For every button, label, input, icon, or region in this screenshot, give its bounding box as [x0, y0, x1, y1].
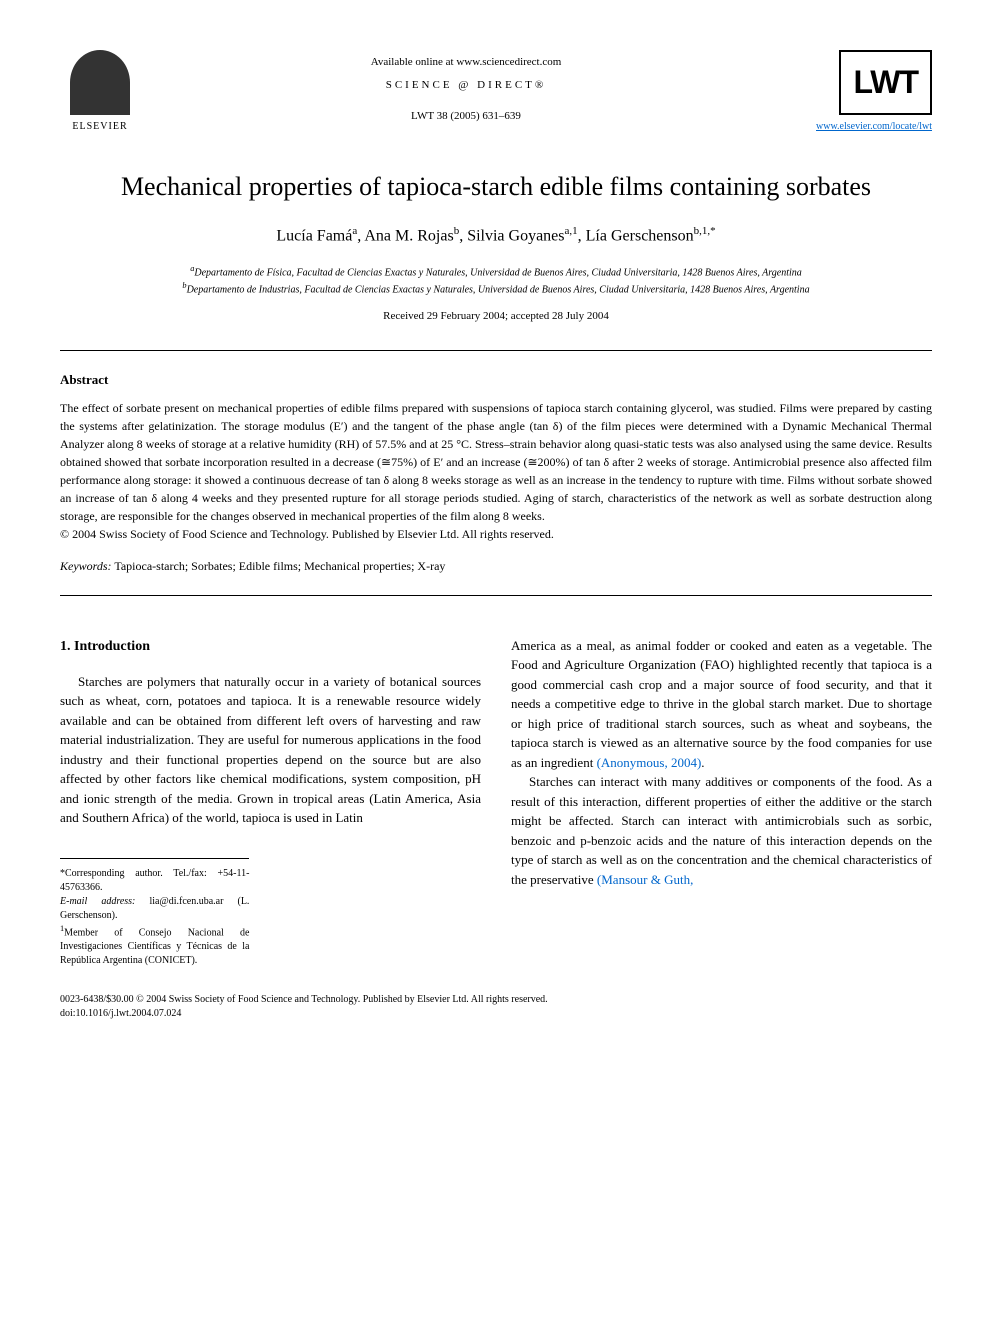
section-heading-intro: 1. Introduction [60, 636, 481, 657]
elsevier-label: ELSEVIER [72, 120, 127, 134]
keywords-text: Tapioca-starch; Sorbates; Edible films; … [114, 559, 445, 573]
affiliations: aDepartamento de Física, Facultad de Cie… [60, 263, 932, 298]
abstract-copyright: © 2004 Swiss Society of Food Science and… [60, 527, 554, 541]
article-title: Mechanical properties of tapioca-starch … [60, 170, 932, 204]
footnotes-block: *Corresponding author. Tel./fax: +54-11-… [60, 858, 249, 968]
lwt-text: LWT [853, 60, 918, 105]
divider-bottom [60, 595, 932, 596]
affiliation-b: bDepartamento de Industrias, Facultad de… [60, 280, 932, 297]
citation-link-anonymous[interactable]: (Anonymous, 2004) [597, 755, 702, 770]
authors-list: Lucía Famáa, Ana M. Rojasb, Silvia Goyan… [60, 224, 932, 248]
col2-p2-text: Starches can interact with many additive… [511, 774, 932, 887]
abstract-heading: Abstract [60, 371, 932, 389]
elsevier-logo: ELSEVIER [60, 50, 140, 140]
footnote-email: E-mail address: lia@di.fcen.uba.ar (L. G… [60, 895, 249, 923]
footnote-member: 1Member of Consejo Nacional de Investiga… [60, 923, 249, 968]
email-label: E-mail address: [60, 896, 135, 907]
footnote-corresponding: *Corresponding author. Tel./fax: +54-11-… [60, 867, 249, 895]
footer-line-1: 0023-6438/$30.00 © 2004 Swiss Society of… [60, 993, 932, 1007]
keywords-line: Keywords: Tapioca-starch; Sorbates; Edib… [60, 558, 932, 575]
intro-paragraph-2: Starches can interact with many additive… [511, 772, 932, 889]
journal-url-link[interactable]: www.elsevier.com/locate/lwt [792, 120, 932, 134]
science-direct-text: SCIENCE @ DIRECT® [140, 78, 792, 93]
body-columns: 1. Introduction Starches are polymers th… [60, 636, 932, 968]
journal-ref: LWT 38 (2005) 631–639 [140, 109, 792, 124]
abstract-text: The effect of sorbate present on mechani… [60, 401, 932, 523]
abstract-body: The effect of sorbate present on mechani… [60, 399, 932, 543]
journal-logo-block: LWT www.elsevier.com/locate/lwt [792, 50, 932, 134]
col2-p1-text: America as a meal, as animal fodder or c… [511, 638, 932, 770]
article-dates: Received 29 February 2004; accepted 28 J… [60, 309, 932, 324]
column-left: 1. Introduction Starches are polymers th… [60, 636, 481, 968]
intro-paragraph-1-continued: America as a meal, as animal fodder or c… [511, 636, 932, 773]
col2-p1-end: . [701, 755, 704, 770]
column-right: America as a meal, as animal fodder or c… [511, 636, 932, 968]
intro-paragraph-1: Starches are polymers that naturally occ… [60, 672, 481, 828]
elsevier-tree-icon [70, 50, 130, 115]
affiliation-a: aDepartamento de Física, Facultad de Cie… [60, 263, 932, 280]
footer-line-2: doi:10.1016/j.lwt.2004.07.024 [60, 1007, 932, 1021]
center-header: Available online at www.sciencedirect.co… [140, 50, 792, 124]
citation-link-mansour[interactable]: (Mansour & Guth, [597, 872, 693, 887]
footer-block: 0023-6438/$30.00 © 2004 Swiss Society of… [60, 993, 932, 1021]
available-online-text: Available online at www.sciencedirect.co… [140, 55, 792, 70]
lwt-box: LWT [839, 50, 932, 115]
header-row: ELSEVIER Available online at www.science… [60, 50, 932, 140]
keywords-label: Keywords: [60, 559, 112, 573]
divider-top [60, 350, 932, 351]
